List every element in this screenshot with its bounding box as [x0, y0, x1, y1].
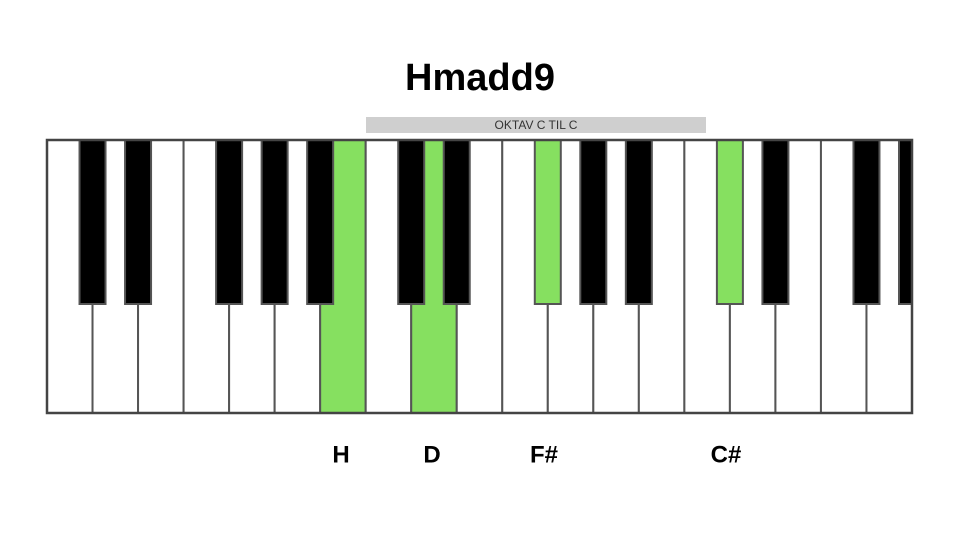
octave-bar	[366, 117, 706, 133]
keyboard-border	[45, 138, 914, 415]
black-key	[715, 140, 744, 305]
black-key	[124, 140, 153, 305]
black-key	[260, 140, 289, 305]
note-label: F#	[530, 441, 558, 468]
chord-title: Hmadd9	[405, 57, 555, 99]
black-key	[306, 140, 335, 305]
black-key	[761, 140, 790, 305]
note-label: D	[423, 441, 440, 468]
black-key	[852, 140, 881, 305]
black-key	[579, 140, 608, 305]
black-key	[442, 140, 471, 305]
keyboard	[47, 140, 912, 413]
note-label: H	[332, 441, 349, 468]
black-key	[533, 140, 562, 305]
black-key	[78, 140, 107, 305]
octave-label: OKTAV C TIL C	[495, 118, 578, 132]
black-key	[215, 140, 244, 305]
black-key	[898, 140, 912, 305]
black-key	[624, 140, 653, 305]
black-key	[397, 140, 426, 305]
note-label: C#	[711, 441, 742, 468]
